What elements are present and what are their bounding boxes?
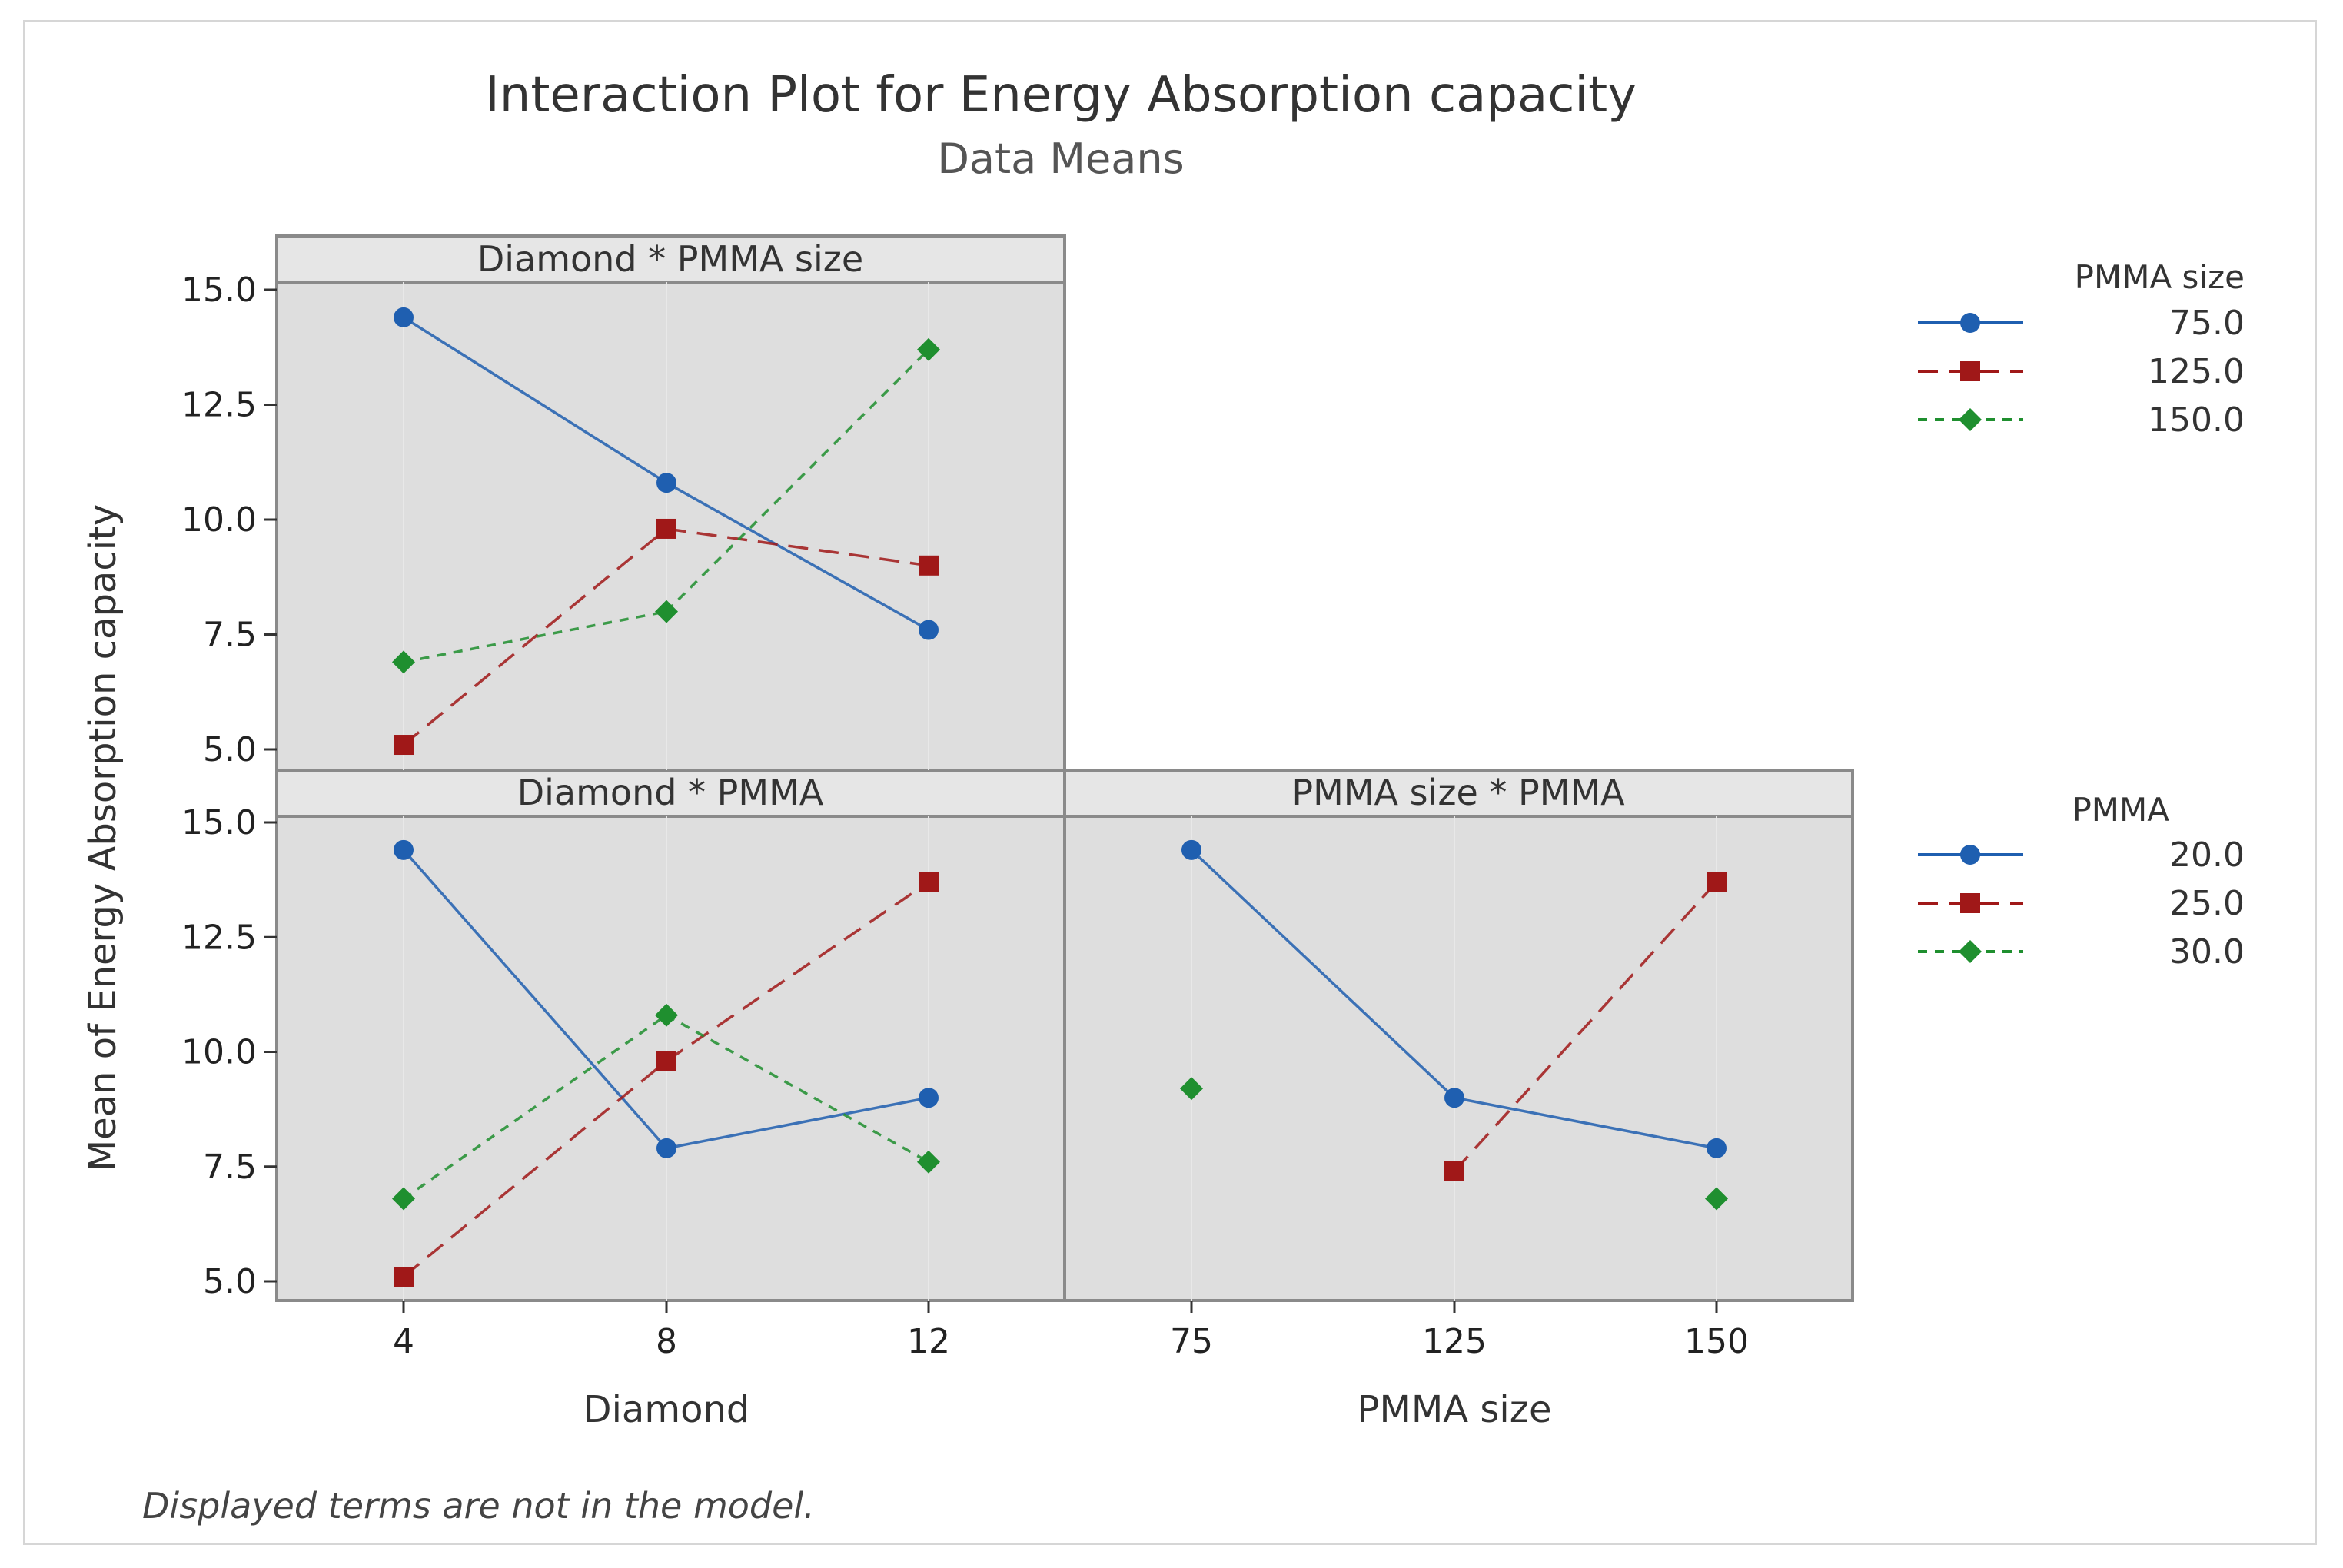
legend-label: 125.0 <box>2148 352 2245 391</box>
legend-marker <box>1960 845 1980 865</box>
x-tick-label: 75 <box>1170 1322 1213 1361</box>
series-line-20.0 <box>666 1096 929 1150</box>
y-tick-label: 10.0 <box>181 1033 257 1072</box>
y-tick-label: 5.0 <box>203 1262 257 1301</box>
x-axis-label-pmma-size: PMMA size <box>1358 1388 1552 1431</box>
series-line-125.0 <box>402 527 668 746</box>
data-point-20.0 <box>1707 1138 1727 1158</box>
data-point-20.0 <box>394 839 414 860</box>
x-tick-label: 125 <box>1422 1322 1487 1361</box>
panel-title: Diamond * PMMA size <box>477 238 863 280</box>
data-point-30.0 <box>1180 1077 1203 1101</box>
data-point-125.0 <box>656 518 676 539</box>
series-line-25.0 <box>666 881 929 1062</box>
data-point-150.0 <box>917 337 940 361</box>
data-point-25.0 <box>656 1051 676 1071</box>
y-tick-label: 12.5 <box>181 386 257 425</box>
panel-title: Diamond * PMMA <box>517 772 824 813</box>
y-axis-label: Mean of Energy Absorption capacity <box>81 504 125 1172</box>
series-line-75.0 <box>403 316 667 484</box>
data-point-20.0 <box>1181 839 1201 860</box>
series-line-125.0 <box>666 527 929 567</box>
data-point-75.0 <box>656 473 676 493</box>
legend-label: 150.0 <box>2148 400 2245 440</box>
legend-label: 75.0 <box>2169 304 2245 343</box>
series-line-75.0 <box>666 481 929 632</box>
chart-subtitle: Data Means <box>937 135 1184 183</box>
panel-header <box>275 234 1066 284</box>
legend-marker <box>1959 408 1982 431</box>
footnote: Displayed terms are not in the model. <box>142 1485 815 1526</box>
legend-title: PMMA size <box>2075 258 2245 296</box>
legend-marker <box>1960 361 1980 381</box>
y-tick-label: 10.0 <box>181 500 257 540</box>
data-point-30.0 <box>392 1187 415 1211</box>
panel-header <box>1063 769 1854 818</box>
series-line-25.0 <box>402 1060 668 1278</box>
data-point-20.0 <box>919 1088 939 1108</box>
legend-marker <box>1960 893 1980 913</box>
data-point-20.0 <box>656 1138 676 1158</box>
x-axis-label-diamond: Diamond <box>583 1388 750 1431</box>
panel-diamond-pmma-size: Diamond * PMMA size <box>275 234 1066 772</box>
legend-marker <box>1960 313 1980 333</box>
data-point-125.0 <box>919 555 939 576</box>
data-point-150.0 <box>392 650 415 674</box>
y-tick-label: 7.5 <box>203 616 257 655</box>
data-point-30.0 <box>1705 1187 1728 1211</box>
data-point-125.0 <box>394 735 414 756</box>
data-point-25.0 <box>919 872 939 892</box>
y-tick-label: 15.0 <box>181 271 257 310</box>
legend-label: 30.0 <box>2169 932 2245 972</box>
data-point-25.0 <box>1444 1161 1464 1181</box>
series-line-25.0 <box>1453 881 1718 1172</box>
series-line-20.0 <box>1190 849 1456 1099</box>
x-tick-label: 8 <box>656 1322 677 1361</box>
y-tick-label: 15.0 <box>181 803 257 842</box>
data-point-75.0 <box>394 307 414 327</box>
data-point-25.0 <box>1707 872 1727 892</box>
legend-label: 20.0 <box>2169 835 2245 875</box>
series-line-20.0 <box>1454 1096 1717 1150</box>
legend-marker <box>1959 940 1982 963</box>
series-line-30.0 <box>402 1014 668 1200</box>
series-line-150.0 <box>403 610 667 664</box>
y-tick-label: 5.0 <box>203 730 257 769</box>
data-point-75.0 <box>919 620 939 640</box>
legend-pmma-size: PMMA size 75.0 125.0 150.0 <box>1918 258 2245 440</box>
data-point-30.0 <box>917 1150 940 1174</box>
series-line-150.0 <box>665 348 930 613</box>
y-tick-label: 7.5 <box>203 1148 257 1187</box>
data-point-30.0 <box>655 1003 678 1027</box>
data-point-25.0 <box>394 1267 414 1287</box>
chart-axes: 5.0 7.5 10.0 12.5 15.0 5.0 7.5 10.0 12.5 15.0 4 8 12… <box>181 271 1749 1361</box>
legend-label: 25.0 <box>2169 884 2245 923</box>
panel-header <box>275 769 1066 818</box>
figure-frame <box>23 20 2317 1545</box>
panel-title: PMMA size * PMMA <box>1291 772 1625 813</box>
data-point-150.0 <box>655 600 678 623</box>
x-tick-label: 150 <box>1684 1322 1749 1361</box>
data-point-20.0 <box>1444 1088 1464 1108</box>
chart-title: Interaction Plot for Energy Absorption c… <box>485 67 1637 124</box>
legend-title: PMMA <box>2072 791 2169 829</box>
y-tick-label: 12.5 <box>181 918 257 957</box>
x-tick-label: 4 <box>393 1322 414 1361</box>
chart-marks <box>392 282 1728 1301</box>
x-tick-label: 12 <box>907 1322 950 1361</box>
legend-pmma: PMMA 20.0 25.0 30.0 <box>1918 791 2245 972</box>
